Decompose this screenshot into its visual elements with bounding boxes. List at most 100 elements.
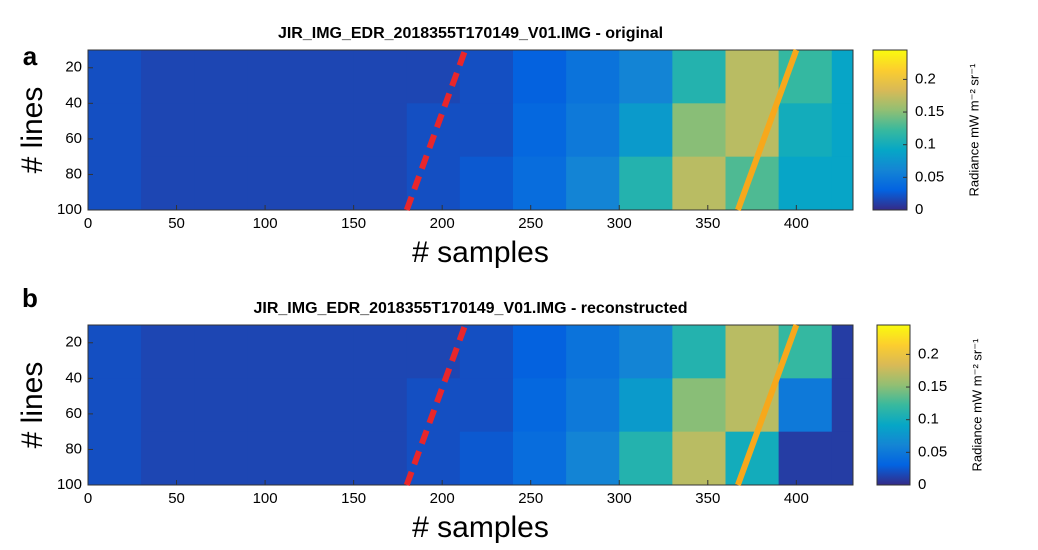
heatmap-cell	[247, 325, 301, 379]
colorbar	[872, 49, 908, 211]
x-tick-label: 50	[168, 215, 185, 232]
heatmap-cell	[88, 50, 142, 104]
heatmap-cell	[831, 156, 854, 211]
heatmap-cell	[459, 431, 514, 486]
x-tick-label: 100	[253, 490, 278, 507]
heatmap-cell	[778, 103, 833, 158]
heatmap-cell	[513, 103, 567, 158]
heatmap-cell	[619, 50, 673, 104]
panel-label: a	[23, 41, 38, 71]
heatmap-cell	[513, 378, 567, 433]
y-tick-label: 100	[57, 476, 82, 493]
heatmap-cell	[88, 325, 142, 379]
heatmap-cell	[141, 431, 195, 486]
boundary-line	[735, 48, 800, 212]
x-tick-label: 350	[695, 490, 720, 507]
x-tick-label: 250	[518, 490, 543, 507]
heatmap-cell	[194, 156, 248, 211]
heatmap-cell	[725, 325, 780, 379]
y-tick-label: 40	[65, 94, 82, 111]
heatmap-cell	[406, 103, 461, 158]
plot-frame	[87, 49, 854, 211]
heatmap-cell	[566, 50, 620, 104]
heatmap-cell	[725, 50, 780, 104]
heatmap-cell	[247, 50, 301, 104]
heatmap-cell	[406, 378, 461, 433]
colorbar-tick-label: 0.15	[918, 378, 947, 395]
heatmap-cell	[566, 156, 620, 211]
x-tick-label: 300	[607, 215, 632, 232]
y-tick-label: 80	[65, 165, 82, 182]
x-tick-label: 150	[341, 490, 366, 507]
heatmap-cell	[566, 378, 620, 433]
heatmap-cell	[459, 156, 514, 211]
heatmap-cell	[513, 50, 567, 104]
heatmap-cell	[566, 103, 620, 158]
heatmap-cell	[778, 378, 833, 433]
heatmap-cell	[300, 50, 355, 104]
heatmap-cell	[300, 103, 355, 158]
boundary-line	[735, 323, 800, 487]
colorbar-label: Radiance mW m⁻² sr⁻¹	[966, 63, 981, 197]
heatmap-cell	[513, 431, 567, 486]
heatmap-cell	[619, 431, 673, 486]
x-tick-label: 400	[784, 215, 809, 232]
heatmap-cell	[300, 325, 355, 379]
heatmap-cell	[300, 378, 355, 433]
heatmap-cell	[300, 431, 355, 486]
heatmap-cell	[459, 103, 514, 158]
heatmap-cell	[141, 378, 195, 433]
colorbar-tick-label: 0.2	[918, 345, 939, 362]
heatmap-cell	[619, 156, 673, 211]
y-tick-label: 20	[65, 334, 82, 351]
x-tick-label: 200	[430, 490, 455, 507]
heatmap-cell	[831, 325, 854, 379]
x-tick-label: 400	[784, 490, 809, 507]
heatmap-cell	[300, 156, 355, 211]
heatmap-cell	[353, 378, 408, 433]
y-axis-label: # lines	[16, 362, 49, 449]
panel-label: b	[22, 283, 38, 313]
x-tick-label: 150	[341, 215, 366, 232]
boundary-line	[403, 48, 469, 212]
y-axis-label: # lines	[16, 87, 49, 174]
heatmap-cell	[141, 50, 195, 104]
colorbar-tick-label: 0	[915, 201, 923, 218]
heatmap-cell	[672, 156, 726, 211]
heatmap-cell	[141, 103, 195, 158]
heatmap-cell	[353, 156, 408, 211]
colorbar-tick-label: 0.1	[915, 136, 936, 153]
boundary-line	[403, 323, 469, 487]
heatmap-cell	[247, 156, 301, 211]
heatmap-cell	[566, 325, 620, 379]
y-tick-label: 40	[65, 369, 82, 386]
x-tick-label: 50	[168, 490, 185, 507]
heatmap-cell	[513, 156, 567, 211]
heatmap-cell	[459, 325, 514, 379]
colorbar-tick-label: 0	[918, 476, 926, 493]
heatmap-cell	[619, 325, 673, 379]
heatmap-cell	[459, 378, 514, 433]
heatmap-cell	[459, 50, 514, 104]
heatmap-cell	[194, 325, 248, 379]
x-tick-label: 200	[430, 215, 455, 232]
x-tick-label: 250	[518, 215, 543, 232]
heatmap-cell	[247, 103, 301, 158]
heatmap-cell	[831, 103, 854, 158]
heatmap-cell	[141, 156, 195, 211]
heatmap-cell	[353, 325, 408, 379]
heatmap-cell	[672, 103, 726, 158]
plot-frame	[87, 324, 854, 486]
heatmap-cell	[88, 378, 142, 433]
heatmap-cell	[194, 103, 248, 158]
heatmap-cell	[353, 50, 408, 104]
colorbar-tick-label: 0.05	[915, 168, 944, 185]
heatmap-cell	[247, 431, 301, 486]
colorbar	[876, 324, 911, 486]
heatmap-cell	[778, 156, 833, 211]
heatmap-cell	[141, 325, 195, 379]
heatmap-cell	[247, 378, 301, 433]
x-axis-label: # samples	[412, 511, 549, 544]
heatmap-cell	[672, 378, 726, 433]
